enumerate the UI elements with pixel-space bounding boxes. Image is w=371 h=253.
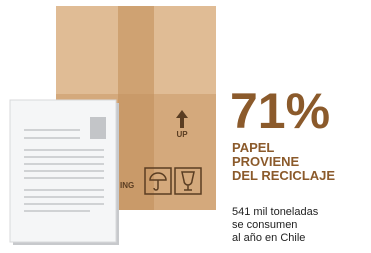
stat-label: DEL RECICLAJE — [232, 168, 335, 183]
tape — [118, 6, 154, 94]
stat-note: 541 mil toneladas — [232, 206, 319, 218]
stat-note: al año en Chile — [232, 232, 305, 244]
document-illustration — [10, 100, 119, 245]
stat-label: PAPEL — [232, 140, 274, 155]
stat-note: se consumen — [232, 219, 297, 231]
stamp — [90, 117, 106, 139]
tape — [118, 94, 154, 210]
infographic: UP ING 71% PAPEL PROVIENE DEL RECICLAJE … — [0, 0, 371, 253]
stat-label: PROVIENE — [232, 154, 300, 169]
up-label: UP — [176, 130, 188, 139]
side-text: ING — [120, 181, 134, 190]
stat-value: 71% — [230, 83, 330, 139]
